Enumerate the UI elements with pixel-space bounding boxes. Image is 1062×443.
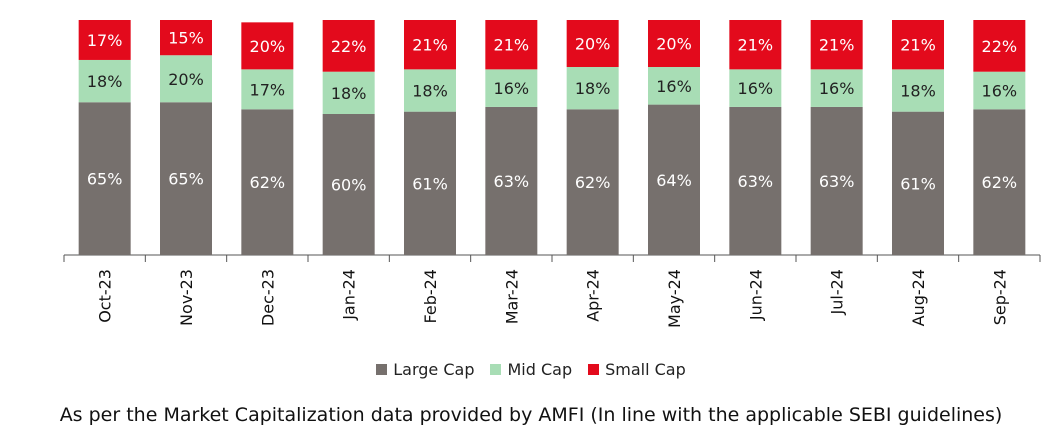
data-label-mid-cap: 16% <box>494 79 530 98</box>
bar-large-cap <box>241 109 294 255</box>
data-label-mid-cap: 16% <box>819 79 855 98</box>
bar-small-cap <box>160 20 212 56</box>
data-label-large-cap: 65% <box>168 170 204 189</box>
legend-label-large-cap: Large Cap <box>393 360 475 379</box>
data-label-small-cap: 22% <box>982 37 1018 56</box>
data-label-mid-cap: 16% <box>738 79 774 98</box>
bar-small-cap <box>648 20 700 67</box>
bar-large-cap <box>322 114 375 255</box>
bar-mid-cap <box>322 71 375 114</box>
data-label-large-cap: 63% <box>819 172 855 191</box>
data-label-mid-cap: 17% <box>250 80 286 99</box>
bar-small-cap <box>729 20 782 70</box>
legend-swatch-small-cap <box>588 364 600 375</box>
x-tick-label: Dec-23 <box>258 269 277 326</box>
bar-large-cap <box>648 104 700 255</box>
x-tick-label: Sep-24 <box>990 269 1009 325</box>
data-label-large-cap: 62% <box>575 173 611 192</box>
data-label-large-cap: 63% <box>738 172 774 191</box>
data-label-small-cap: 21% <box>900 36 936 55</box>
x-tick-label: Aug-24 <box>909 269 928 326</box>
data-label-small-cap: 22% <box>331 37 367 56</box>
bar-large-cap <box>810 106 863 255</box>
data-label-large-cap: 64% <box>656 171 692 190</box>
legend-swatch-mid-cap <box>490 364 502 375</box>
bar-large-cap <box>160 102 212 255</box>
data-label-mid-cap: 18% <box>87 72 123 91</box>
data-label-mid-cap: 16% <box>656 77 692 96</box>
chart-legend: Large Cap Mid Cap Small Cap <box>0 360 1062 379</box>
bar-mid-cap <box>729 69 782 107</box>
x-tick-label: Apr-24 <box>584 269 603 322</box>
bar-mid-cap <box>404 69 456 112</box>
x-tick-label: Feb-24 <box>421 269 440 323</box>
data-label-mid-cap: 18% <box>575 79 611 98</box>
x-tick-label: Oct-23 <box>96 269 115 323</box>
stacked-bar-chart: 65% 18% 17% Oct-23 65% 20% 15% Nov-23 62% 17% 20% D… <box>63 20 1041 328</box>
bar-small-cap <box>404 20 456 70</box>
bar-large-cap <box>729 106 782 255</box>
data-label-mid-cap: 18% <box>412 82 448 101</box>
data-label-small-cap: 20% <box>250 37 286 56</box>
data-label-large-cap: 65% <box>87 170 123 189</box>
data-label-mid-cap: 18% <box>331 84 367 103</box>
data-label-small-cap: 21% <box>819 36 855 55</box>
bar-small-cap <box>241 22 294 70</box>
bar-small-cap <box>322 20 375 72</box>
x-tick-label: Jul-24 <box>828 269 847 315</box>
bar-small-cap <box>566 20 619 67</box>
data-label-small-cap: 21% <box>412 36 448 55</box>
legend-item-small-cap: Small Cap <box>588 360 686 379</box>
x-tick-label: Jun-24 <box>746 269 765 321</box>
bar-small-cap <box>973 20 1026 72</box>
data-label-mid-cap: 20% <box>168 70 204 89</box>
bar-mid-cap <box>810 69 863 107</box>
data-label-large-cap: 60% <box>331 176 367 195</box>
bar-large-cap <box>78 102 131 255</box>
bar-mid-cap <box>78 59 131 103</box>
data-label-large-cap: 63% <box>494 172 530 191</box>
legend-label-small-cap: Small Cap <box>605 360 686 379</box>
data-label-small-cap: 15% <box>168 29 204 48</box>
data-label-large-cap: 61% <box>900 174 936 193</box>
legend-swatch-large-cap <box>376 364 388 375</box>
data-label-mid-cap: 16% <box>982 82 1018 101</box>
x-tick-label: Nov-23 <box>177 269 196 326</box>
bar-large-cap <box>892 111 944 256</box>
bar-large-cap <box>404 111 456 256</box>
bar-mid-cap <box>973 71 1026 110</box>
data-label-large-cap: 62% <box>250 173 286 192</box>
data-label-small-cap: 21% <box>738 36 774 55</box>
bar-mid-cap <box>648 67 700 105</box>
data-label-small-cap: 20% <box>656 35 692 54</box>
data-label-mid-cap: 18% <box>900 82 936 101</box>
data-label-small-cap: 20% <box>575 35 611 54</box>
bar-small-cap <box>485 20 538 70</box>
legend-item-mid-cap: Mid Cap <box>490 360 572 379</box>
bar-small-cap <box>810 20 863 70</box>
legend-label-mid-cap: Mid Cap <box>507 360 573 379</box>
bar-mid-cap <box>485 69 538 107</box>
bar-large-cap <box>485 106 538 255</box>
bar-mid-cap <box>160 55 212 103</box>
bar-mid-cap <box>241 69 294 110</box>
bar-large-cap <box>973 109 1026 255</box>
x-tick-label: Jan-24 <box>340 269 359 321</box>
x-tick-label: May-24 <box>665 269 684 328</box>
data-label-small-cap: 21% <box>494 36 530 55</box>
data-label-large-cap: 62% <box>982 173 1018 192</box>
footnote: As per the Market Capitalization data pr… <box>59 404 1003 426</box>
bar-mid-cap <box>566 67 619 110</box>
bar-large-cap <box>566 109 619 255</box>
bar-small-cap <box>892 20 944 70</box>
legend-item-large-cap: Large Cap <box>376 360 474 379</box>
x-tick-label: Mar-24 <box>502 269 521 324</box>
bar-small-cap <box>78 20 131 60</box>
data-label-small-cap: 17% <box>87 31 123 50</box>
bar-mid-cap <box>892 69 944 112</box>
data-label-large-cap: 61% <box>412 174 448 193</box>
